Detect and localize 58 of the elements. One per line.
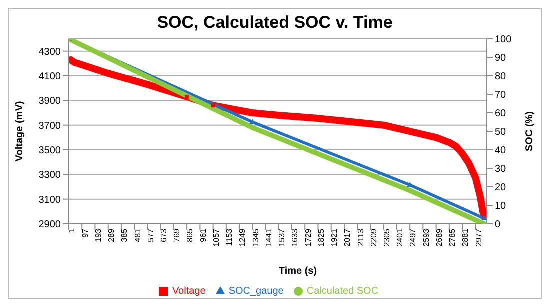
x-tick-label: 1441: [264, 228, 274, 247]
x-tick-label: 865: [186, 228, 195, 242]
x-tick-label: 673: [160, 228, 169, 242]
y2-axis-title: SOC (%): [524, 112, 536, 152]
x-tick-label: 1249: [238, 228, 248, 247]
y-tick-label: 2900: [38, 220, 62, 231]
x-tick-label: 1345: [251, 228, 260, 247]
y-tick-label: 3700: [38, 120, 62, 132]
x-tick-label: 1153: [225, 228, 234, 246]
y-tick-label: 3100: [38, 194, 62, 206]
y-tick-label: 4100: [38, 72, 62, 83]
x-axis-title: Time (s): [278, 266, 318, 277]
y-tick-label: 3900: [38, 96, 62, 108]
y2-tick-label: 40: [495, 146, 507, 157]
y2-tick-label: 60: [495, 108, 507, 120]
x-tick-label: 1825: [316, 228, 326, 247]
legend-label: Voltage: [172, 286, 206, 297]
chart-title: SOC, Calculated SOC v. Time: [156, 12, 394, 33]
x-tick-label: 2593: [422, 228, 431, 247]
x-tick-label: 1057: [212, 228, 221, 247]
x-tick-label: 2785: [448, 228, 458, 247]
x-tick-label: 2209: [369, 228, 378, 247]
x-tick-label: 2401: [396, 228, 405, 247]
x-tick-label: 2017: [343, 228, 352, 247]
y2-tick-label: 30: [495, 164, 507, 176]
x-tick-label: 385: [120, 228, 130, 242]
y2-tick-label: 90: [495, 53, 507, 64]
y-tick-label: 3500: [38, 146, 62, 157]
x-tick-label: 2977: [474, 228, 484, 247]
x-tick-label: 2881: [461, 228, 470, 247]
x-tick-label: 481: [133, 228, 142, 242]
y-axis-title: Voltage (mV): [14, 101, 26, 162]
x-tick-label: 961: [198, 228, 208, 242]
legend-label: SOC_gauge: [228, 286, 284, 297]
x-tick-label: 97: [80, 228, 90, 238]
legend-label: Calculated SOC: [306, 286, 379, 297]
y2-tick-label: 80: [495, 72, 507, 83]
x-tick-label: 769: [172, 228, 182, 242]
x-tick-label: 577: [146, 228, 156, 242]
x-tick-label: 1537: [278, 228, 287, 247]
x-tick-label: 193: [94, 228, 103, 242]
y2-tick-label: 0: [495, 220, 501, 231]
y-tick-label: 4300: [38, 46, 62, 58]
x-tick-label: 2113: [356, 228, 366, 246]
x-tick-label: 289: [107, 228, 116, 242]
x-tick-label: 1: [68, 228, 77, 234]
y2-tick-label: 70: [495, 90, 507, 102]
x-tick-label: 1921: [330, 228, 340, 247]
x-tick-label: 2305: [382, 228, 392, 247]
x-tick-label: 2689: [434, 228, 444, 247]
y2-tick-label: 50: [495, 127, 507, 138]
x-tick-label: 1729: [304, 228, 313, 247]
x-tick-label: 2497: [408, 228, 418, 247]
y2-tick-label: 20: [495, 182, 507, 194]
y-tick-label: 3300: [38, 170, 62, 182]
y2-tick-label: 10: [495, 201, 507, 212]
y2-tick-label: 100: [495, 34, 512, 46]
x-tick-label: 1633: [290, 228, 300, 247]
